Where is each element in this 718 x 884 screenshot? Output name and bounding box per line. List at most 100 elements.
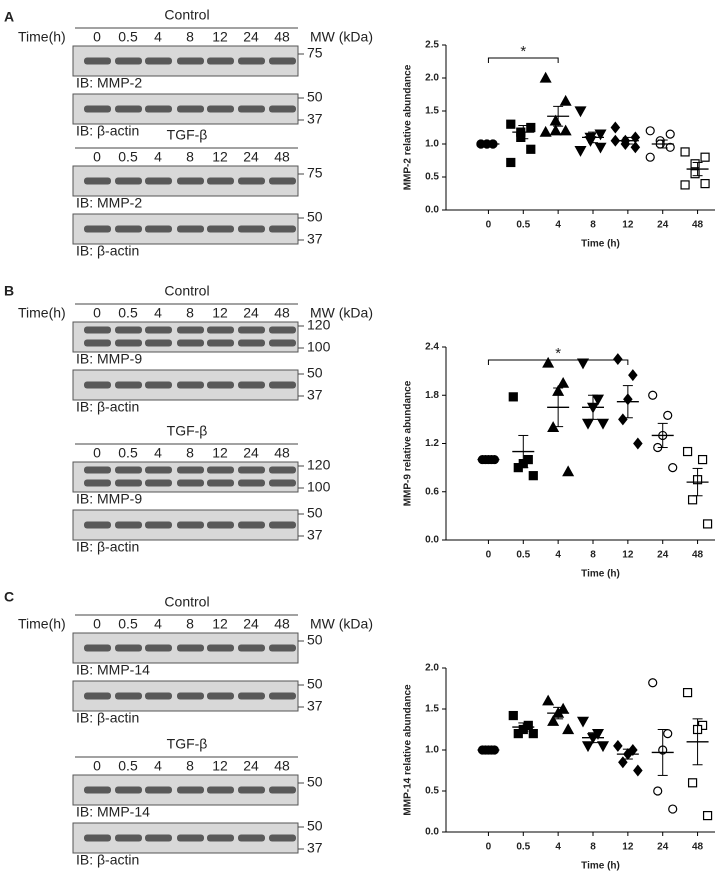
- blot-band: [269, 177, 296, 185]
- blot-band: [115, 692, 142, 700]
- mw-marker: 75: [307, 165, 323, 181]
- error-bar: [518, 722, 529, 732]
- time-label: Time(h): [18, 616, 66, 632]
- blot-title: TGF-β: [167, 736, 208, 752]
- data-point: [562, 465, 575, 477]
- mw-label: MW (kDa): [310, 305, 373, 321]
- ib-label: IB: β-actin: [76, 852, 139, 868]
- mw-marker: 75: [307, 45, 323, 61]
- blot-band: [207, 381, 234, 389]
- data-point: [508, 392, 518, 402]
- blot-band: [207, 644, 234, 652]
- mw-label: MW (kDa): [310, 616, 373, 632]
- blot-band: [145, 786, 172, 794]
- data-point: [613, 739, 623, 752]
- blot-band: [177, 326, 204, 334]
- error-bar: [588, 732, 598, 744]
- error-bar: [657, 139, 668, 149]
- time-value: 0.5: [118, 149, 138, 165]
- blot-band: [238, 834, 265, 842]
- data-point: [682, 687, 693, 698]
- data-point: [526, 122, 536, 133]
- blot-band: [145, 692, 172, 700]
- blot-band: [115, 644, 142, 652]
- blot-band: [207, 57, 234, 65]
- blot-band: [177, 644, 204, 652]
- blot-band: [115, 834, 142, 842]
- mw-marker: 50: [307, 774, 323, 790]
- error-bar: [553, 387, 564, 428]
- data-point: [665, 129, 675, 139]
- y-axis-label: MMP-2 relative abundance: [403, 64, 414, 190]
- blot-band: [238, 105, 265, 113]
- significance-bracket: [487, 359, 629, 365]
- time-value: 4: [154, 149, 162, 165]
- mw-marker: 120: [307, 317, 331, 333]
- x-tick-label: 48: [692, 842, 704, 853]
- time-value: 48: [274, 616, 290, 632]
- blot-band: [269, 326, 296, 334]
- blot-band: [84, 326, 111, 334]
- mw-marker: 37: [307, 111, 323, 127]
- mw-marker: 50: [307, 818, 323, 834]
- data-point: [663, 728, 673, 739]
- panel-letter: A: [4, 9, 14, 25]
- blot-band: [84, 692, 111, 700]
- ib-label: IB: β-actin: [76, 710, 139, 726]
- blot-band: [115, 225, 142, 233]
- blot-band: [238, 326, 265, 334]
- time-value: 8: [186, 149, 194, 165]
- data-point: [653, 786, 663, 796]
- significance-label: *: [555, 345, 561, 362]
- error-bar: [588, 131, 598, 144]
- blot-band: [115, 381, 142, 389]
- blot-band: [115, 177, 142, 185]
- panel-letter: C: [4, 589, 14, 605]
- x-axis-label: Time (h): [581, 861, 620, 872]
- x-tick-label: 12: [622, 842, 634, 853]
- x-tick-label: 12: [622, 220, 634, 231]
- blot-band: [115, 339, 142, 347]
- mw-marker: 50: [307, 209, 323, 225]
- data-point: [542, 356, 555, 368]
- time-value: 24: [243, 305, 259, 321]
- y-tick-label: 1.5: [425, 704, 439, 715]
- data-point: [648, 678, 658, 688]
- y-tick-label: 0.0: [425, 535, 439, 546]
- y-tick-label: 1.2: [425, 438, 439, 449]
- y-tick-label: 1.8: [425, 390, 439, 401]
- data-point: [513, 728, 523, 739]
- data-point: [562, 723, 575, 735]
- blot-band: [238, 225, 265, 233]
- ib-label: IB: β-actin: [76, 123, 139, 139]
- data-point: [574, 146, 587, 157]
- ib-label: IB: β-actin: [76, 399, 139, 415]
- blot-band: [269, 466, 296, 474]
- data-point: [687, 778, 698, 788]
- mw-marker: 120: [307, 457, 331, 473]
- x-tick-label: 24: [657, 842, 669, 853]
- mw-marker: 50: [307, 632, 323, 648]
- data-point: [508, 710, 518, 721]
- data-point: [528, 471, 538, 481]
- data-point: [663, 410, 673, 420]
- time-value: 0: [93, 616, 101, 632]
- blot-band: [145, 479, 172, 487]
- blot-band: [238, 466, 265, 474]
- ib-label: IB: β-actin: [76, 243, 139, 259]
- blot-band: [145, 177, 172, 185]
- time-value: 48: [274, 305, 290, 321]
- data-point: [633, 764, 643, 777]
- data-point: [594, 142, 607, 154]
- blot-band: [269, 479, 296, 487]
- data-point: [633, 437, 643, 450]
- time-value: 0: [93, 305, 101, 321]
- blot-band: [177, 105, 204, 113]
- blot-title: Control: [164, 7, 209, 23]
- time-value: 0: [93, 29, 101, 45]
- mw-marker: 100: [307, 339, 331, 355]
- data-point: [581, 741, 595, 753]
- time-value: 12: [212, 445, 228, 461]
- time-value: 0.5: [118, 616, 138, 632]
- time-value: 8: [186, 445, 194, 461]
